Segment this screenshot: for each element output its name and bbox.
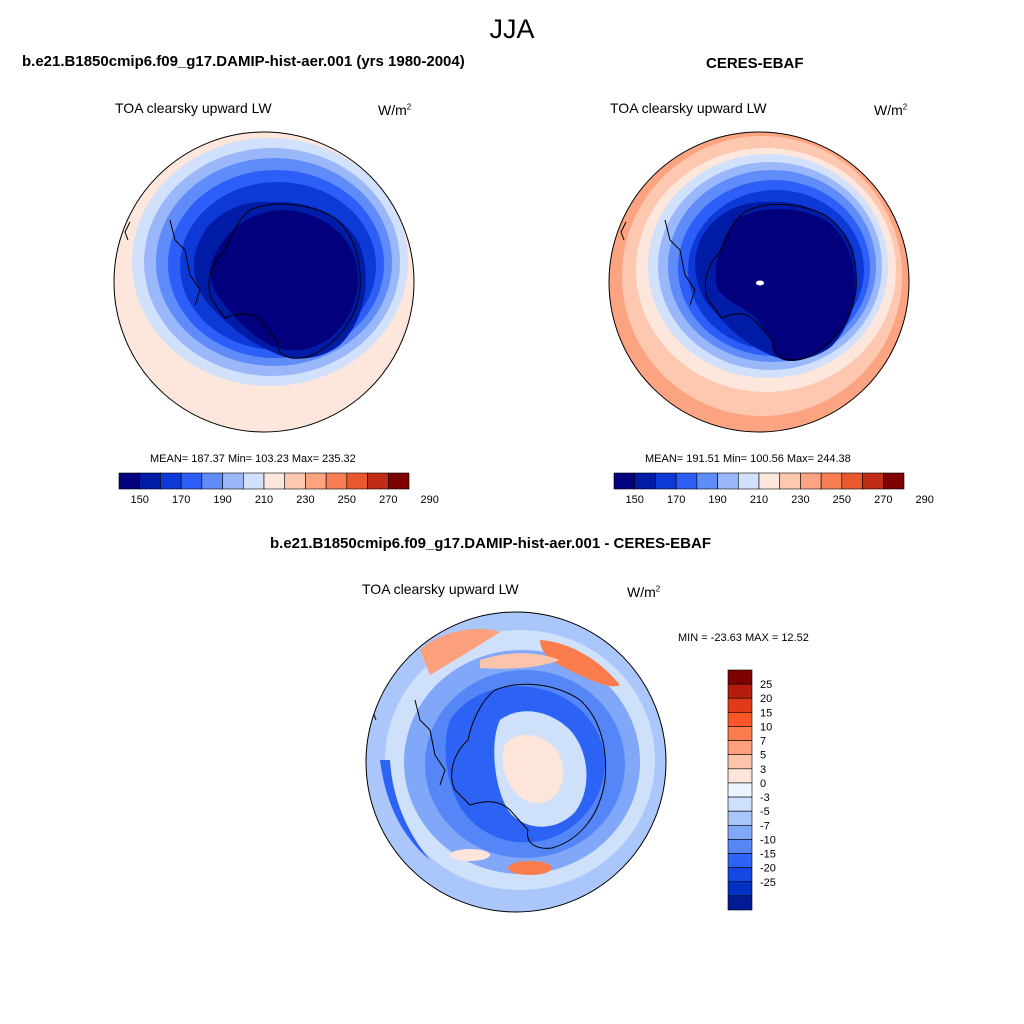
colorbar-swatch: [727, 895, 753, 911]
colorbar-swatch: [800, 472, 822, 490]
model-map-border: [113, 131, 415, 433]
colorbar-swatch: [727, 683, 753, 699]
diff-polar-map: [366, 612, 666, 912]
colorbar-swatch: [727, 881, 753, 897]
colorbar-tick-label: 210: [255, 494, 273, 506]
colorbar-swatch: [727, 782, 753, 798]
colorbar-swatch: [727, 669, 753, 685]
colorbar-tick-label: 190: [213, 494, 231, 506]
colorbar-swatch: [727, 867, 753, 883]
colorbar-tick-label: 25: [760, 679, 772, 691]
obs-polar-map: [609, 132, 909, 432]
colorbar-tick-label: -20: [760, 863, 776, 875]
model-units-label: W/m2: [378, 102, 412, 118]
colorbar-tick-label: 3: [760, 764, 766, 776]
colorbar-tick-label: 5: [760, 750, 766, 762]
colorbar-tick-label: 170: [172, 494, 190, 506]
colorbar-swatch: [841, 472, 863, 490]
colorbar-tick-label: -7: [760, 820, 770, 832]
colorbar-tick-label: 150: [131, 494, 149, 506]
colorbar-tick-label: 150: [626, 494, 644, 506]
colorbar-swatch: [758, 472, 781, 490]
colorbar-tick-label: 250: [338, 494, 356, 506]
obs-variable-label: TOA clearsky upward LW: [610, 100, 767, 116]
colorbar-swatch: [655, 472, 677, 490]
model-colorbar: 150 170 190 210 230 250 270 290: [118, 472, 439, 506]
colorbar-tick-label: 270: [874, 494, 892, 506]
model-panel-title: b.e21.B1850cmip6.f09_g17.DAMIP-hist-aer.…: [22, 53, 465, 70]
colorbar-swatch: [613, 472, 636, 490]
colorbar-tick-label: 290: [421, 494, 439, 506]
colorbar-swatch: [727, 754, 753, 770]
colorbar-swatch: [160, 472, 182, 490]
colorbar-swatch: [727, 697, 753, 713]
colorbar-swatch: [139, 472, 161, 490]
obs-colorbar: 150 170 190 210 230 250 270 290: [613, 472, 934, 506]
diff-minmax: MIN = -23.63 MAX = 12.52: [678, 632, 809, 644]
colorbar-tick-label: 15: [760, 707, 772, 719]
colorbar-swatch: [727, 726, 753, 741]
obs-stats: MEAN= 191.51 Min= 100.56 Max= 244.38: [645, 453, 851, 465]
obs-panel-title: CERES-EBAF: [706, 55, 804, 72]
colorbar-tick-label: -10: [760, 834, 776, 846]
colorbar-swatch: [727, 768, 753, 784]
colorbar-swatch: [727, 740, 753, 756]
colorbar-tick-label: -3: [760, 792, 770, 804]
colorbar-swatch: [727, 712, 753, 727]
colorbar-swatch: [305, 472, 327, 490]
diff-colorbar: 25 20 15 10 7 5 3 0 -3 -5 -7 -10 -15 -20 -25: [727, 669, 776, 911]
colorbar-swatch: [675, 472, 698, 490]
colorbar-tick-label: 210: [750, 494, 768, 506]
colorbar-tick-label: 290: [916, 494, 934, 506]
colorbar-tick-label: 190: [708, 494, 726, 506]
model-stats: MEAN= 187.37 Min= 103.23 Max= 235.32: [150, 453, 356, 465]
colorbar-swatch: [727, 824, 753, 840]
colorbar-tick-label: 230: [791, 494, 809, 506]
colorbar-swatch: [346, 472, 368, 490]
season-title: JJA: [489, 14, 535, 44]
colorbar-tick-label: 20: [760, 693, 772, 705]
colorbar-swatch: [387, 472, 410, 490]
model-polar-map: [114, 132, 414, 432]
obs-units-label: W/m2: [874, 102, 908, 118]
colorbar-swatch: [325, 472, 348, 490]
colorbar-swatch: [737, 472, 760, 490]
diff-variable-label: TOA clearsky upward LW: [362, 581, 519, 597]
colorbar-swatch: [242, 472, 265, 490]
colorbar-swatch: [882, 472, 905, 490]
colorbar-swatch: [862, 472, 884, 490]
colorbar-swatch: [696, 472, 718, 490]
colorbar-swatch: [367, 472, 389, 490]
colorbar-tick-label: 10: [760, 721, 772, 733]
colorbar-swatch: [263, 472, 286, 490]
colorbar-swatch: [727, 810, 753, 826]
colorbar-swatch: [779, 472, 801, 490]
colorbar-swatch: [727, 853, 753, 868]
colorbar-swatch: [717, 472, 739, 490]
colorbar-tick-label: 230: [296, 494, 314, 506]
colorbar-tick-label: 0: [760, 778, 766, 790]
colorbar-swatch: [180, 472, 203, 490]
colorbar-tick-label: -25: [760, 877, 776, 889]
colorbar-swatch: [284, 472, 306, 490]
colorbar-tick-label: 270: [379, 494, 397, 506]
colorbar-tick-label: 7: [760, 736, 766, 748]
colorbar-swatch: [820, 472, 843, 490]
colorbar-swatch: [727, 796, 753, 812]
diff-panel-title: b.e21.B1850cmip6.f09_g17.DAMIP-hist-aer.…: [270, 535, 711, 552]
colorbar-tick-label: 250: [833, 494, 851, 506]
colorbar-swatch: [118, 472, 141, 490]
model-variable-label: TOA clearsky upward LW: [115, 100, 272, 116]
diff-map-border: [365, 611, 667, 913]
colorbar-tick-label: 170: [667, 494, 685, 506]
colorbar-tick-label: -15: [760, 849, 776, 861]
colorbar-swatch: [201, 472, 223, 490]
obs-map-border: [608, 131, 910, 433]
colorbar-swatch: [727, 839, 753, 854]
colorbar-swatch: [634, 472, 656, 490]
colorbar-swatch: [222, 472, 244, 490]
diff-units-label: W/m2: [627, 584, 661, 600]
colorbar-tick-label: -5: [760, 806, 770, 818]
